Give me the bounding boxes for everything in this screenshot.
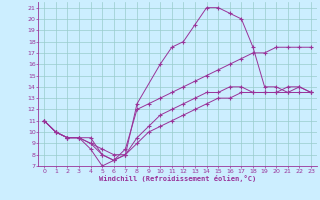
X-axis label: Windchill (Refroidissement éolien,°C): Windchill (Refroidissement éolien,°C) [99, 175, 256, 182]
